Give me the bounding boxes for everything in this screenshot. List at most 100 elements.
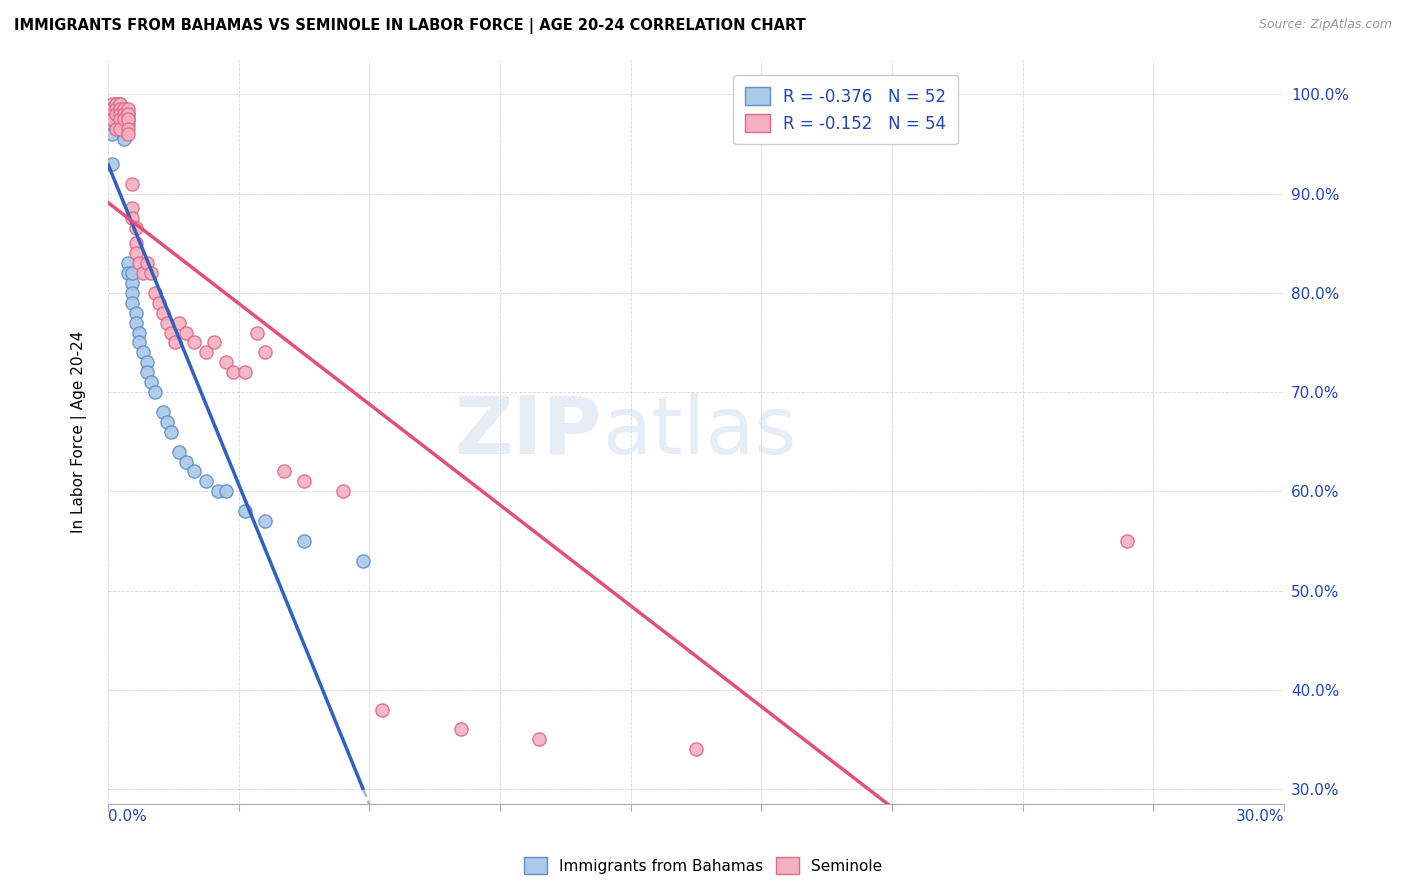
Point (112, 112, 135, 127)
Point (124, 236, 146, 251)
Point (108, 97, 131, 112)
Point (183, 465, 205, 479)
Legend: R = -0.376   N = 52, R = -0.152   N = 54: R = -0.376 N = 52, R = -0.152 N = 54 (734, 76, 957, 145)
Point (121, 211, 143, 226)
Point (121, 285, 143, 300)
Point (332, 484, 354, 499)
Point (152, 405, 174, 419)
Point (101, 102, 124, 116)
Point (104, 107, 127, 121)
Point (124, 316, 146, 330)
Point (108, 102, 131, 116)
Point (112, 102, 135, 116)
Point (253, 514, 276, 528)
Point (117, 112, 139, 127)
Point (104, 97, 127, 112)
Point (136, 365, 159, 379)
Point (112, 117, 135, 131)
Point (1116, 533, 1139, 548)
Point (101, 127, 124, 141)
Point (159, 326, 181, 340)
Point (195, 345, 218, 359)
Point (117, 107, 139, 121)
Point (104, 102, 127, 116)
Point (112, 102, 135, 116)
Point (112, 112, 135, 127)
Point (156, 316, 179, 330)
Point (371, 703, 394, 717)
Text: 30.0%: 30.0% (1236, 809, 1284, 824)
Point (176, 454, 198, 468)
Point (143, 285, 166, 300)
Point (152, 306, 174, 320)
Point (117, 256, 139, 270)
Point (101, 97, 124, 112)
Point (124, 221, 146, 235)
Point (108, 107, 131, 121)
Point (108, 107, 131, 121)
Point (141, 266, 163, 280)
Point (222, 365, 245, 379)
Point (132, 345, 155, 359)
Point (117, 112, 139, 127)
Point (121, 295, 143, 310)
Point (108, 112, 131, 127)
Point (167, 316, 190, 330)
Point (214, 355, 236, 369)
Point (292, 533, 315, 548)
Point (108, 102, 131, 116)
Text: atlas: atlas (602, 392, 796, 471)
Point (104, 107, 127, 121)
Point (124, 246, 146, 260)
Point (207, 484, 229, 499)
Point (128, 335, 150, 350)
Point (292, 475, 315, 489)
Point (163, 335, 186, 350)
Point (527, 732, 550, 747)
Point (112, 132, 135, 146)
Y-axis label: In Labor Force | Age 20-24: In Labor Force | Age 20-24 (72, 331, 87, 533)
Point (117, 107, 139, 121)
Point (112, 127, 135, 141)
Point (195, 475, 218, 489)
Text: IMMIGRANTS FROM BAHAMAS VS SEMINOLE IN LABOR FORCE | AGE 20-24 CORRELATION CHART: IMMIGRANTS FROM BAHAMAS VS SEMINOLE IN L… (14, 18, 806, 34)
Point (104, 117, 127, 131)
Text: ZIP: ZIP (454, 392, 602, 471)
Point (128, 326, 150, 340)
Point (450, 723, 472, 737)
Point (108, 122, 131, 136)
Point (101, 112, 124, 127)
Point (214, 484, 236, 499)
Point (104, 122, 127, 136)
Point (176, 326, 198, 340)
Point (183, 335, 205, 350)
Point (108, 112, 131, 127)
Point (685, 742, 707, 756)
Point (246, 326, 269, 340)
Point (121, 202, 143, 216)
Point (148, 295, 170, 310)
Point (117, 122, 139, 136)
Point (121, 276, 143, 290)
Point (128, 256, 150, 270)
Point (108, 117, 131, 131)
Point (117, 102, 139, 116)
Text: Source: ZipAtlas.com: Source: ZipAtlas.com (1258, 18, 1392, 31)
Point (233, 365, 256, 379)
Point (117, 266, 139, 280)
Point (273, 465, 295, 479)
Point (253, 345, 276, 359)
Point (159, 425, 181, 439)
Point (101, 157, 124, 171)
Point (121, 177, 143, 191)
Point (132, 266, 155, 280)
Point (156, 415, 179, 429)
Point (124, 306, 146, 320)
Point (117, 127, 139, 141)
Point (202, 335, 225, 350)
Point (101, 117, 124, 131)
Point (108, 102, 131, 116)
Point (136, 256, 159, 270)
Point (104, 102, 127, 116)
Point (112, 107, 135, 121)
